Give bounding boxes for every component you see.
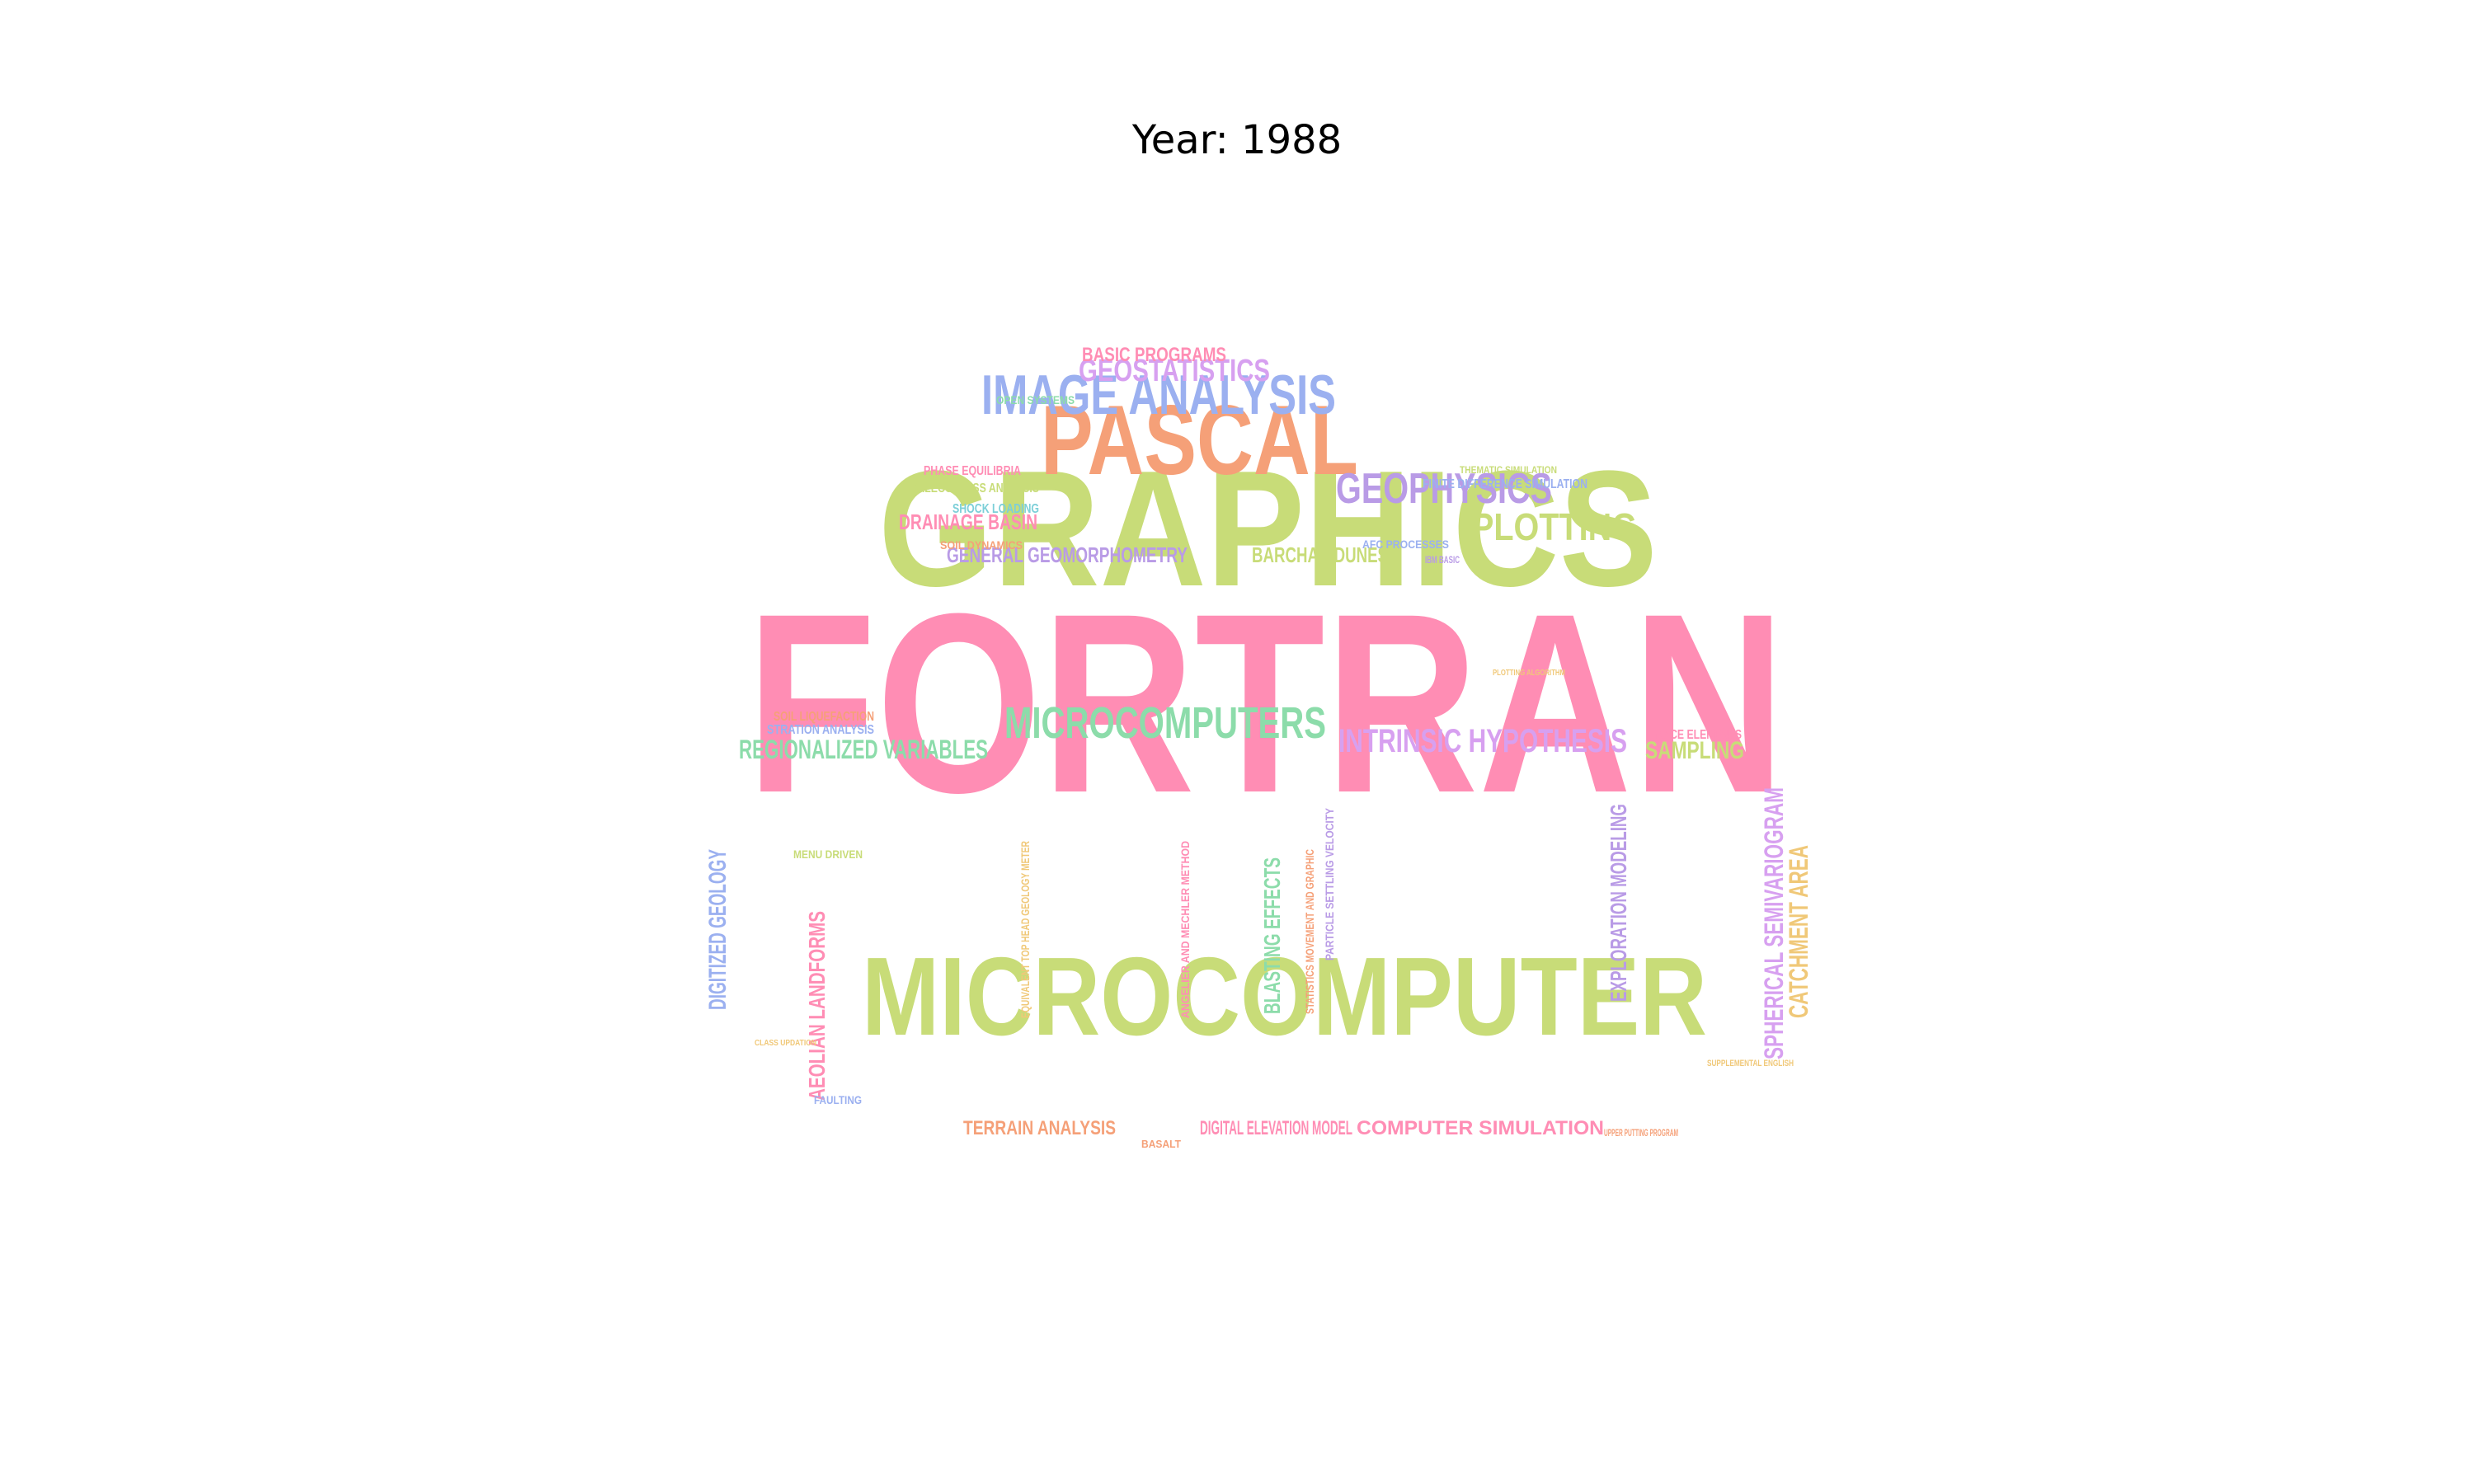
word-statistics-movement-and-graphic: STATISTICS MOVEMENT AND GRAPHIC — [1303, 849, 1316, 1014]
word-soil-dynamics: SOIL DYNAMICS — [940, 538, 1023, 552]
word-plotting-algorithm: PLOTTING ALGORITHM — [1493, 669, 1565, 678]
word-computer-simulation: COMPUTER SIMULATION — [1357, 1117, 1604, 1139]
word-afc-processes: AFC PROCESSES — [1362, 538, 1449, 551]
word-catchment-area: CATCHMENT AREA — [1784, 845, 1813, 1018]
word-equivalent-top-head-geology-meter: EQUIVALENT TOP HEAD GEOLOGY METER — [1018, 841, 1032, 1018]
word-supplemental-english: SUPPLEMENTAL ENGLISH — [1707, 1059, 1794, 1068]
word-geophysics: GEOPHYSICS — [1336, 465, 1552, 513]
word-paleostress-analysis: PALEOSTRESS ANALYSIS — [911, 481, 1039, 495]
word-thematic-simulation: THEMATIC SIMULATION — [1460, 464, 1557, 476]
word-ibm-basic: IBM BASIC — [1425, 554, 1460, 566]
word-class-updation: CLASS UPDATION — [755, 1039, 816, 1048]
word-general-geomorphometry: GENERAL GEOMORPHOMETRY — [947, 542, 1188, 567]
word-exploration-modeling: EXPLORATION MODELING — [1606, 804, 1631, 1002]
word-geostatistics: GEOSTATISTICS — [1079, 354, 1270, 388]
word-digitized-geology: DIGITIZED GEOLOGY — [704, 849, 731, 1010]
word-regionalized-variables: REGIONALIZED VARIABLES — [739, 735, 988, 764]
word-basic-programs: BASIC PROGRAMS — [1082, 344, 1226, 366]
word-finite-difference-simulation: FINITE DIFFERENCE SIMULATION — [1423, 477, 1587, 491]
word-microcomputer: MICROCOMPUTER — [862, 934, 1707, 1059]
word-spherical-semivariogram: SPHERICAL SEMIVARIOGRAM — [1759, 787, 1789, 1059]
word-aeolian-landforms: AEOLIAN LANDFORMS — [804, 911, 830, 1101]
word-microcomputers: MICROCOMPUTERS — [1004, 698, 1326, 748]
page-title: Year: 1988 — [1131, 117, 1343, 163]
word-trace-elements: TRACE ELEMENTS — [1649, 728, 1742, 742]
word-sampling: SAMPLING — [1645, 737, 1744, 764]
word-faulting: FAULTING — [814, 1093, 862, 1106]
word-particle-settling-velocity: PARTICLE SETTLING VELOCITY — [1323, 807, 1336, 960]
word-open-systems: OPEN SYSTEMS — [996, 393, 1075, 406]
word-phase-equilibria: PHASE EQUILIBRIA — [924, 464, 1021, 478]
word-fortran: FORTRAN — [746, 560, 1785, 846]
word-terrain-analysis: TERRAIN ANALYSIS — [963, 1117, 1116, 1139]
word-stration-analysis: STRATION ANALYSIS — [767, 723, 874, 737]
word-basalt: BASALT — [1141, 1138, 1181, 1150]
word-upper-putting-program: UPPER PUTTING PROGRAM — [1604, 1127, 1678, 1139]
word-blasting-effects: BLASTING EFFECTS — [1259, 857, 1285, 1014]
word-shock-loading: SHOCK LOADING — [952, 502, 1039, 516]
word-pascal: PASCAL — [1041, 385, 1358, 495]
word-digital-elevation-model: DIGITAL ELEVATION MODEL — [1200, 1117, 1352, 1139]
word-graphics: GRAPHICS — [878, 437, 1658, 621]
word-drainage-basin: DRAINAGE BASIN — [899, 510, 1037, 534]
word-menu-driven: MENU DRIVEN — [793, 848, 863, 861]
word-angelier-and-mechler-method: ANGELIER AND MECHLER METHOD — [1178, 841, 1192, 1018]
word-barchan-dunes: BARCHAN DUNES — [1252, 542, 1388, 567]
word-image-analysis: IMAGE ANALYSIS — [981, 364, 1336, 426]
word-intrinsic-hypothesis: INTRINSIC HYPOTHESIS — [1338, 723, 1627, 759]
word-plotting: PLOTTING — [1472, 505, 1637, 548]
word-soil-liquefaction: SOIL LIQUEFACTION — [774, 710, 874, 724]
